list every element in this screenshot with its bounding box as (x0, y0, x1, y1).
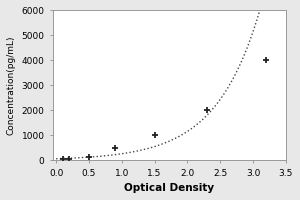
Y-axis label: Concentration(pg/mL): Concentration(pg/mL) (7, 36, 16, 135)
X-axis label: Optical Density: Optical Density (124, 183, 214, 193)
